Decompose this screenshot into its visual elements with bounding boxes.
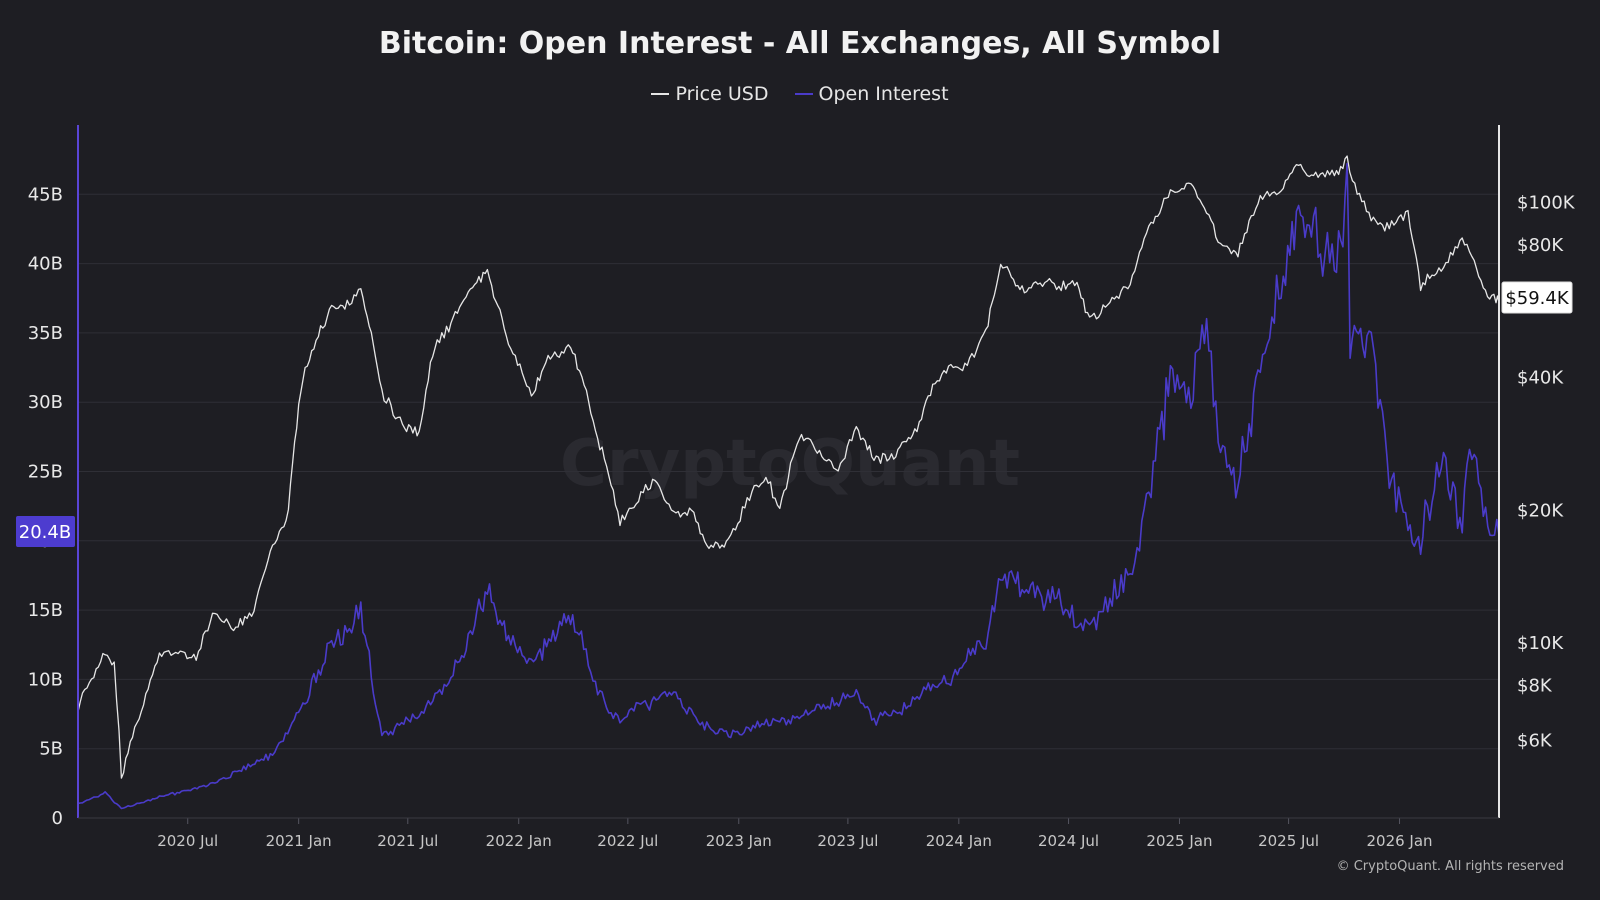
x-tick-label: 2026 Jan [1366,832,1432,850]
y-right-tick-label: $100K [1517,193,1576,214]
legend-item-price[interactable]: Price USD [651,83,768,105]
x-tick-label: 2022 Jan [486,832,552,850]
y-left-tick-label: 45B [28,184,63,205]
x-tick-label: 2022 Jul [597,832,658,850]
series-lines [77,155,1500,810]
x-tick-label: 2025 Jul [1258,832,1319,850]
y-right-tick-label: $6K [1517,730,1553,751]
y-right-tick-label: $10K [1517,633,1564,654]
y-left-tick-label: 40B [28,254,63,275]
x-tick-label: 2021 Jan [266,832,332,850]
y-left-tick-label: 35B [28,323,63,344]
y-left-tick-label: 15B [28,600,63,621]
right-y-axis: $6K $8K $10K $20K $40K $80K $100K [1517,193,1576,752]
legend-item-open-interest[interactable]: Open Interest [794,83,949,105]
x-tick-label: 2025 Jan [1146,832,1212,850]
x-tick-label: 2023 Jan [706,832,772,850]
current-oi-badge: 20.4B [16,516,75,547]
y-right-tick-label: $40K [1517,368,1564,389]
y-left-tick-label: 10B [28,669,63,690]
y-right-tick-label: $20K [1517,500,1564,521]
x-axis: 2020 Jul 2021 Jan 2021 Jul 2022 Jan 2022 Jul… [157,818,1433,850]
x-tick-label: 2024 Jan [926,832,992,850]
legend: Price USD Open Interest [0,78,1600,105]
x-tick-label: 2023 Jul [817,832,878,850]
series-line-open-interest [77,162,1500,810]
current-oi-label: 20.4B [19,522,71,543]
legend-label-price: Price USD [675,83,769,105]
y-left-tick-label: 0 [52,808,63,829]
y-left-tick-label: 5B [39,739,63,760]
legend-swatch-open-interest [794,93,813,95]
y-left-tick-label: 25B [28,462,63,483]
left-y-axis: 05B10B15B20B25B30B35B40B45B [28,184,63,829]
y-left-tick-label: 30B [28,392,63,413]
y-right-tick-label: $80K [1517,235,1564,256]
current-price-badge: $59.4K [1501,281,1573,314]
x-tick-label: 2021 Jul [377,832,438,850]
legend-swatch-price [651,93,670,95]
x-tick-label: 2024 Jul [1038,832,1099,850]
x-tick-label: 2020 Jul [157,832,218,850]
series-line-price-usd [77,155,1500,779]
current-price-label: $59.4K [1505,288,1570,309]
legend-label-open-interest: Open Interest [818,83,949,105]
copyright-text: © CryptoQuant. All rights reserved [1336,859,1564,874]
y-right-tick-label: $8K [1517,675,1553,696]
chart-title: Bitcoin: Open Interest - All Exchanges, … [378,26,1222,61]
